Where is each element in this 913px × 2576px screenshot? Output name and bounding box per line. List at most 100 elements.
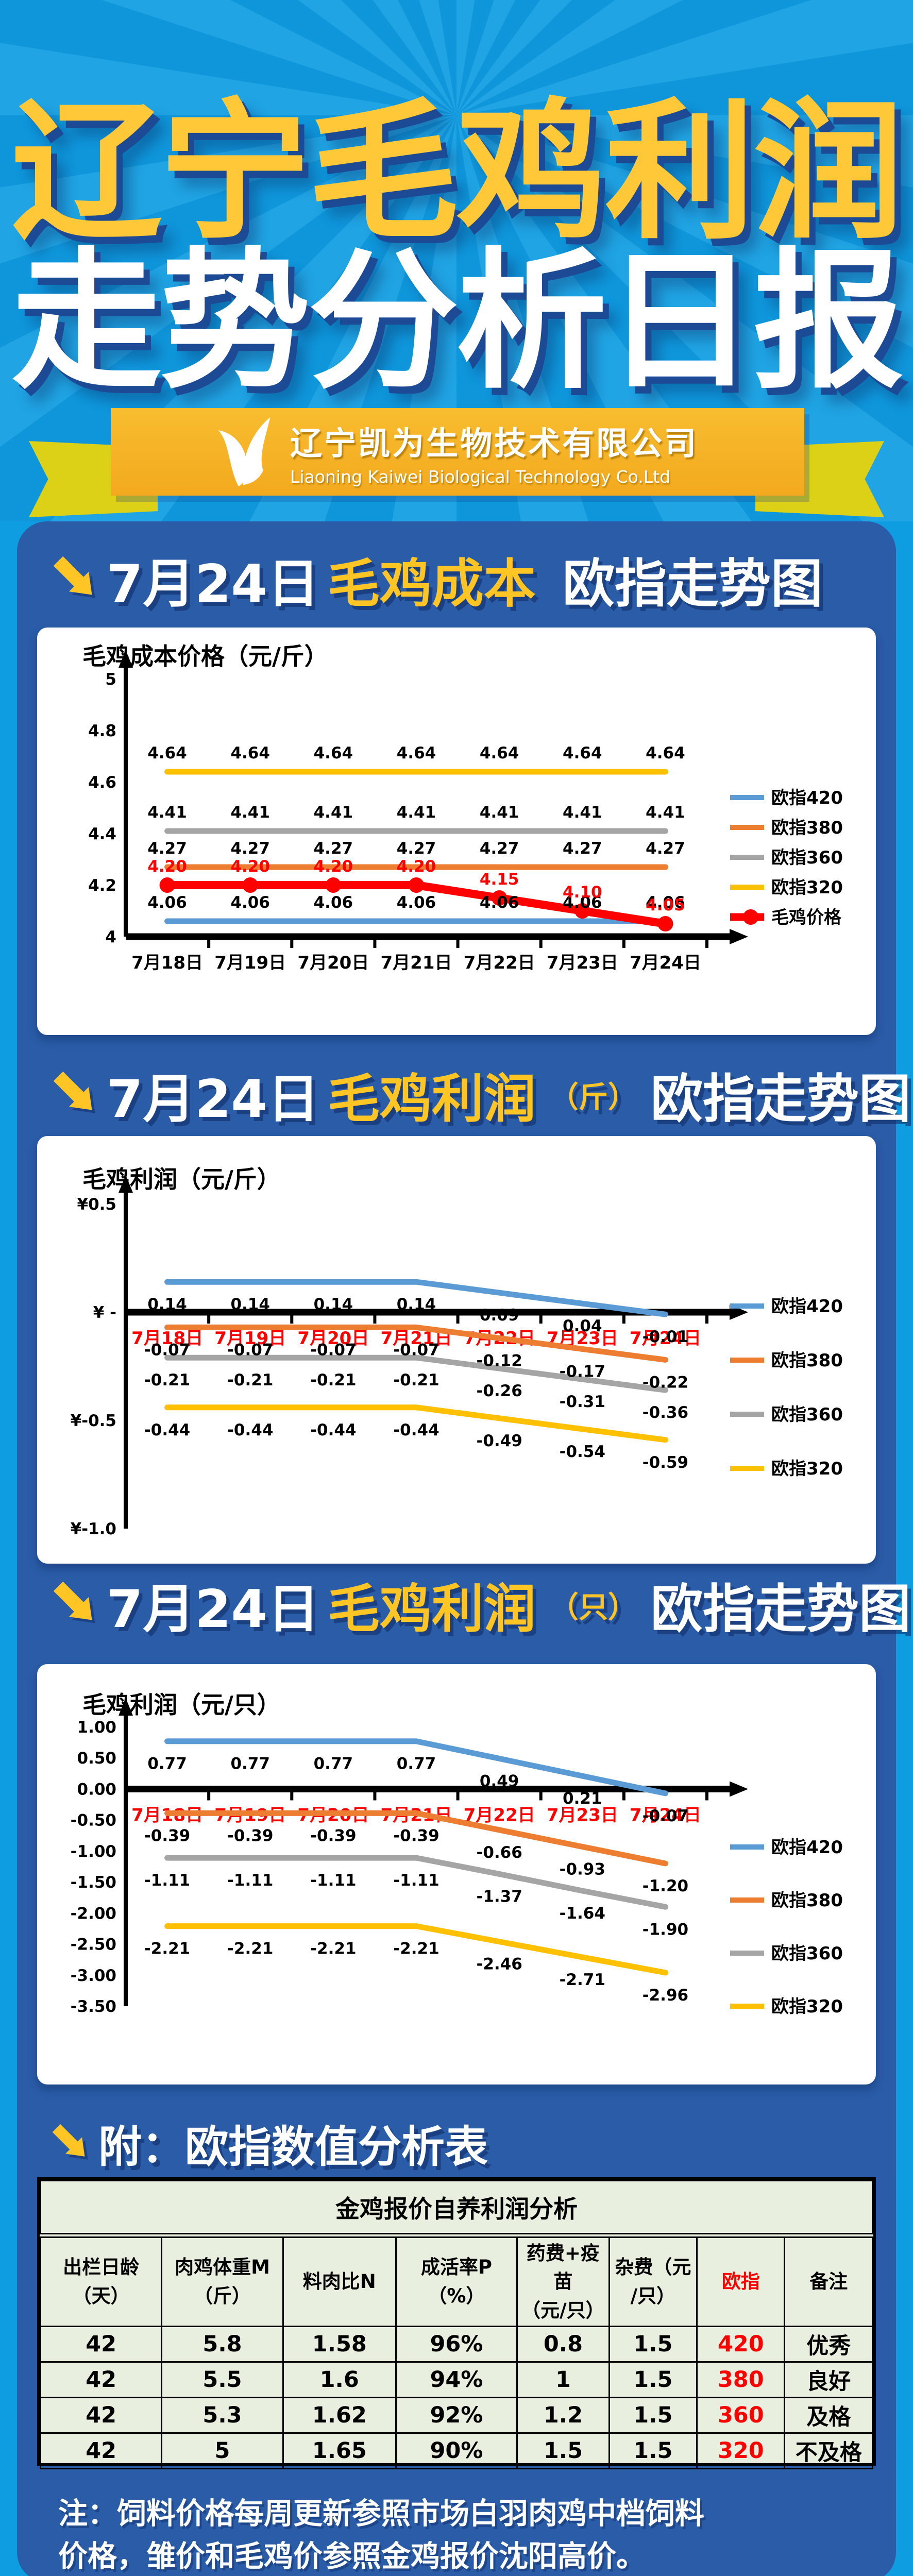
svg-text:7月21日: 7月21日 <box>381 953 452 973</box>
svg-text:0.77: 0.77 <box>230 1755 270 1773</box>
svg-text:4.64: 4.64 <box>147 744 187 762</box>
table-body: 金鸡报价自养利润分析 出栏日龄 （天） 肉鸡体重M （斤） 料肉比N 成活率P （%）药… <box>39 2180 873 2469</box>
series-欧指420 <box>164 1738 668 1797</box>
table-cell: 5.5 <box>161 2361 284 2398</box>
table-cell: 92% <box>395 2397 518 2434</box>
main-title-line1: 辽宁毛鸡利润 <box>11 84 904 260</box>
svg-text:-2.00: -2.00 <box>71 1904 116 1923</box>
svg-text:4.41: 4.41 <box>230 803 270 822</box>
svg-text:欧指380: 欧指380 <box>771 1350 843 1371</box>
svg-text:4.20: 4.20 <box>230 857 270 876</box>
svg-text:0.21: 0.21 <box>563 1789 602 1808</box>
svg-text:4.64: 4.64 <box>397 744 436 762</box>
svg-text:4.27: 4.27 <box>646 839 685 858</box>
table-cell: 5.3 <box>161 2397 284 2434</box>
svg-text:4.06: 4.06 <box>563 893 602 912</box>
svg-text:7月22日: 7月22日 <box>464 953 535 973</box>
svg-text:-2.21: -2.21 <box>310 1940 356 1958</box>
svg-text:-0.21: -0.21 <box>310 1371 356 1389</box>
svg-text:4.06: 4.06 <box>397 893 436 912</box>
table-cell: 5 <box>161 2432 284 2469</box>
svg-text:7月23日: 7月23日 <box>547 1805 618 1825</box>
svg-text:-0.01: -0.01 <box>643 1328 688 1346</box>
table-cell: 1.6 <box>282 2361 397 2398</box>
table-cell: 1.2 <box>516 2397 610 2434</box>
svg-text:-0.93: -0.93 <box>560 1860 605 1878</box>
svg-text:0.04: 0.04 <box>563 1317 602 1335</box>
svg-text:4.64: 4.64 <box>563 744 602 762</box>
profit-per-jin-trend-chart: 毛鸡利润（元/斤） ¥0.5 ¥ - ¥-0.5 ¥-1.0 7月18日 7月19日 7月20… <box>71 1165 843 1538</box>
svg-text:毛鸡价格: 毛鸡价格 <box>771 907 842 928</box>
svg-text:7月23日: 7月23日 <box>547 953 618 973</box>
svg-text:-2.21: -2.21 <box>227 1940 273 1958</box>
heading-suffix: 欧指走势图 <box>650 1069 911 1129</box>
svg-text:4.15: 4.15 <box>480 870 519 889</box>
series-欧指320 <box>164 1923 668 1976</box>
svg-text:4.41: 4.41 <box>314 803 353 822</box>
svg-text:欧指320: 欧指320 <box>771 1459 843 1479</box>
section-heading-cost: 7月24日 毛鸡成本 欧指走势图 <box>47 542 823 617</box>
svg-text:4.27: 4.27 <box>563 839 602 858</box>
svg-text:-0.07: -0.07 <box>393 1341 439 1359</box>
svg-text:欧指320: 欧指320 <box>771 877 843 898</box>
svg-text:4.64: 4.64 <box>314 744 353 762</box>
svg-text:欧指320: 欧指320 <box>771 1996 843 2017</box>
svg-text:4.06: 4.06 <box>480 893 519 912</box>
cost-chart-panel: 毛鸡成本价格（元/斤） 5 4.8 4.6 4.4 4.2 4 7月18日 7月19日 7月20日… <box>37 628 876 1035</box>
svg-text:4.10: 4.10 <box>563 883 602 902</box>
table-cell: 1 <box>516 2361 610 2398</box>
svg-text:0.14: 0.14 <box>230 1295 270 1314</box>
footnote-line2: 价格，雏价和毛鸡价参照金鸡报价沈阳高价。 <box>58 2539 646 2573</box>
svg-text:0.77: 0.77 <box>314 1755 353 1773</box>
svg-text:-3.50: -3.50 <box>71 1997 116 2016</box>
table-cell: 良好 <box>784 2361 873 2398</box>
svg-text:欧指380: 欧指380 <box>771 818 843 838</box>
svg-text:-0.50: -0.50 <box>71 1811 116 1830</box>
svg-text:4.06: 4.06 <box>646 893 685 912</box>
svg-text:毛鸡利润（元/只）: 毛鸡利润（元/只） <box>82 1691 281 1719</box>
heading-highlight: 毛鸡利润 <box>327 1579 536 1639</box>
svg-text:7月18日: 7月18日 <box>131 1328 203 1349</box>
series-欧指360 <box>164 1855 668 1910</box>
svg-text:7月19日: 7月19日 <box>214 1328 286 1349</box>
svg-text:-2.71: -2.71 <box>560 1971 605 1989</box>
svg-text:-1.11: -1.11 <box>227 1871 273 1890</box>
svg-text:4.4: 4.4 <box>88 825 116 843</box>
svg-text:-0.39: -0.39 <box>144 1826 190 1845</box>
section-heading-profit-bird: 7月24日 毛鸡利润 （只） 欧指走势图 <box>47 1567 911 1642</box>
svg-text:¥ -: ¥ - <box>93 1303 116 1322</box>
svg-text:欧指360: 欧指360 <box>771 1943 843 1964</box>
table-cell: 优秀 <box>784 2326 873 2363</box>
svg-text:4.20: 4.20 <box>147 857 187 876</box>
down-right-arrow-icon <box>52 2124 85 2157</box>
svg-text:-1.90: -1.90 <box>643 1920 688 1939</box>
heading-unit: （只） <box>549 1590 637 1624</box>
table-header-cell: 出栏日龄 （天） <box>39 2234 163 2327</box>
svg-text:0.77: 0.77 <box>147 1755 187 1773</box>
svg-text:-0.07: -0.07 <box>144 1341 190 1359</box>
svg-text:4.06: 4.06 <box>147 893 187 912</box>
content-panel: 7月24日 毛鸡成本 欧指走势图 毛鸡成本价格（元/斤） 5 4.8 4.6 4.4 4.2 4… <box>17 521 911 2576</box>
table-cell: 5.8 <box>161 2326 284 2363</box>
svg-text:7月18日: 7月18日 <box>131 953 203 973</box>
svg-text:7月24日: 7月24日 <box>630 953 701 973</box>
table-cell: 0.8 <box>516 2326 610 2363</box>
profit-per-jin-chart-panel: 毛鸡利润（元/斤） ¥0.5 ¥ - ¥-0.5 ¥-1.0 7月18日 7月19日 7月20… <box>37 1136 876 1564</box>
heading-date: 7月24日 <box>107 553 319 614</box>
table-row: 42 5.5 1.6 94% 1 1.5 380 良好 <box>39 2361 873 2398</box>
svg-text:0.14: 0.14 <box>397 1295 436 1314</box>
svg-text:4.27: 4.27 <box>147 839 187 858</box>
svg-text:4.27: 4.27 <box>314 839 353 858</box>
svg-text:-1.50: -1.50 <box>71 1873 116 1892</box>
svg-text:4.8: 4.8 <box>88 722 116 740</box>
svg-text:-0.31: -0.31 <box>560 1393 605 1411</box>
ribbon-center: 辽宁凯为生物技术有限公司 Liaoning Kaiwei Biological … <box>111 408 804 496</box>
svg-text:4.05: 4.05 <box>646 896 685 914</box>
heading-suffix: 欧指走势图 <box>650 1579 911 1639</box>
svg-text:0.14: 0.14 <box>314 1295 353 1314</box>
svg-text:0.09: 0.09 <box>480 1306 519 1325</box>
svg-text:-1.11: -1.11 <box>310 1871 356 1890</box>
heading-suffix: 欧指走势图 <box>562 553 823 614</box>
series-欧指380 <box>164 1810 668 1867</box>
svg-text:-0.44: -0.44 <box>227 1421 273 1439</box>
